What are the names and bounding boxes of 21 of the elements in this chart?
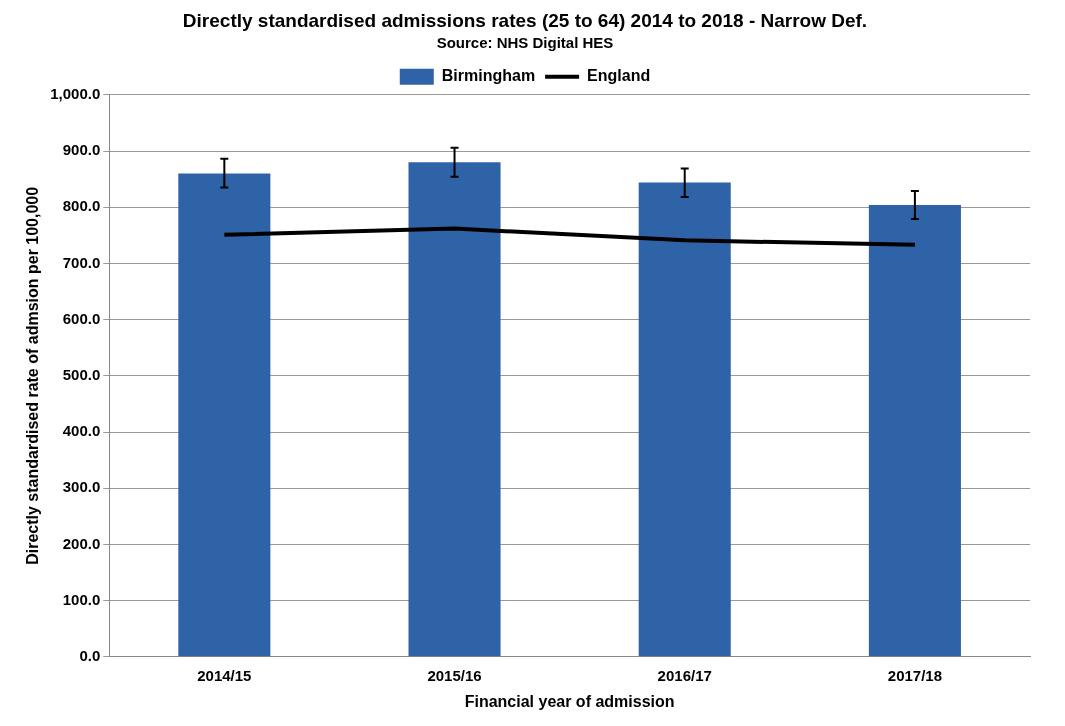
- y-tick-label: 600.0: [62, 309, 101, 327]
- y-tick-label: 500.0: [62, 365, 101, 383]
- y-tick-label: 200.0: [62, 534, 101, 552]
- legend-label: Birmingham: [441, 67, 536, 85]
- x-tick-label: 2016/17: [657, 666, 712, 684]
- y-tick-label: 900.0: [62, 141, 101, 159]
- chart-subtitle: Source: NHS Digital HES: [436, 33, 614, 51]
- y-tick-label: 400.0: [62, 422, 101, 440]
- x-tick-label: 2015/16: [427, 666, 482, 684]
- y-tick-label: 1,000.0: [50, 84, 101, 102]
- legend-label: England: [587, 67, 651, 85]
- y-tick-label: 0.0: [79, 646, 101, 664]
- x-tick-label: 2017/18: [887, 666, 943, 684]
- y-tick-label: 300.0: [62, 478, 101, 496]
- y-axis-title: Directly standardised rate of admsion per 100,000: [24, 186, 42, 565]
- chart-title: Directly standardised admissions rates (25 to 64) 2014 to 2018 - Narrow Def.: [182, 9, 868, 31]
- x-axis-title: Financial year of admission: [464, 692, 675, 710]
- y-tick-label: 800.0: [62, 197, 101, 215]
- y-tick-label: 100.0: [62, 590, 101, 608]
- x-tick-label: 2014/15: [197, 666, 252, 684]
- y-tick-label: 700.0: [62, 253, 101, 271]
